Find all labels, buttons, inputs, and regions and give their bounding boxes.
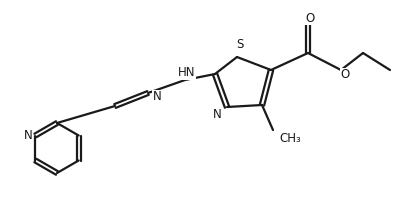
Text: S: S [236,39,244,52]
Text: N: N [213,109,221,121]
Text: O: O [341,68,350,81]
Text: N: N [24,129,33,142]
Text: HN: HN [178,67,196,80]
Text: N: N [153,91,162,103]
Text: O: O [305,11,315,25]
Text: CH₃: CH₃ [279,131,301,145]
